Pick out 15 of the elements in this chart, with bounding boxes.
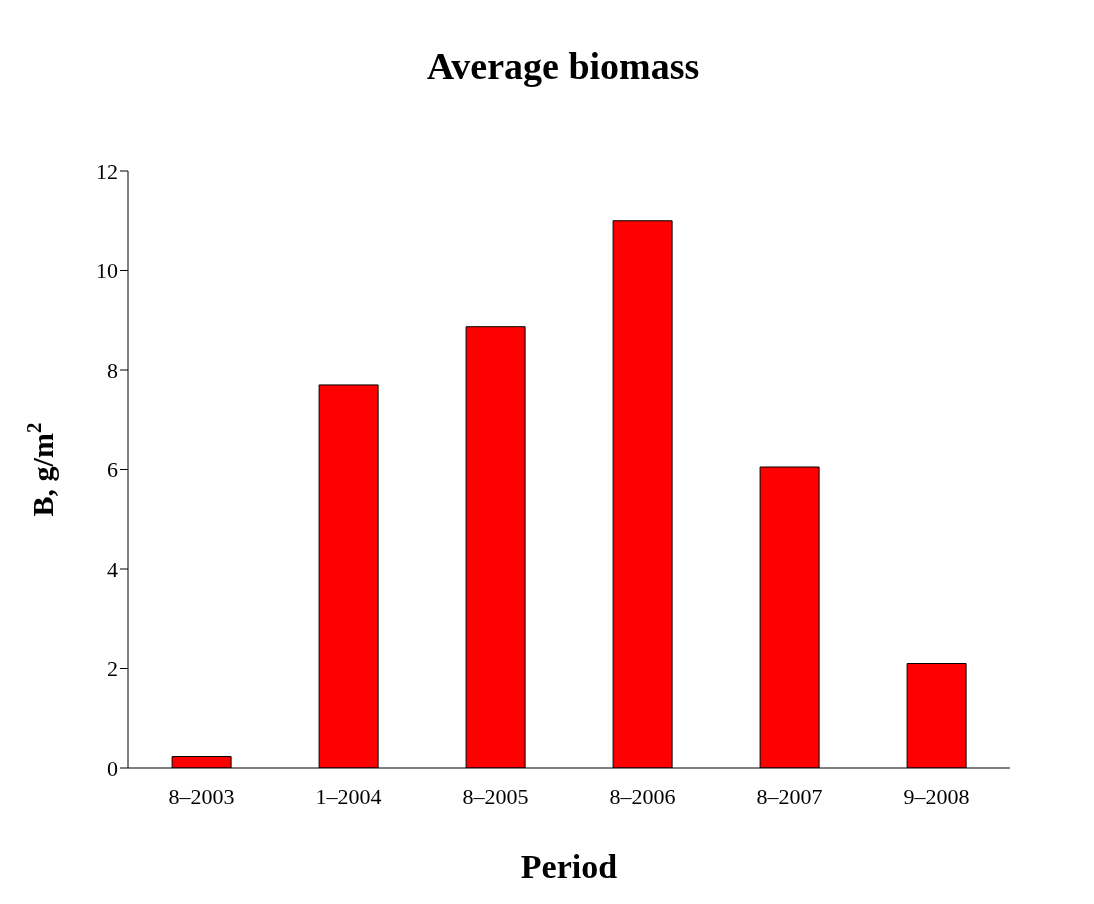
y-tick-label: 10 bbox=[96, 258, 118, 284]
y-tick-label: 12 bbox=[96, 158, 118, 184]
y-tick-label: 6 bbox=[107, 457, 118, 483]
y-tick-label: 4 bbox=[107, 556, 118, 582]
x-tick-label: 8–2003 bbox=[168, 783, 235, 809]
x-tick-label: 8–2006 bbox=[609, 783, 676, 809]
x-tick-label: 8–2005 bbox=[462, 783, 529, 809]
y-tick-label: 2 bbox=[107, 656, 118, 682]
x-tick-label: 1–2004 bbox=[315, 783, 382, 809]
x-tick-label: 8–2007 bbox=[756, 783, 823, 809]
x-tick-label: 9–2008 bbox=[903, 783, 970, 809]
x-axis-title: Period bbox=[520, 848, 618, 885]
chart-title: Average biomass bbox=[425, 44, 701, 88]
y-tick-label: 8 bbox=[107, 357, 118, 383]
y-tick-label: 0 bbox=[107, 755, 118, 781]
